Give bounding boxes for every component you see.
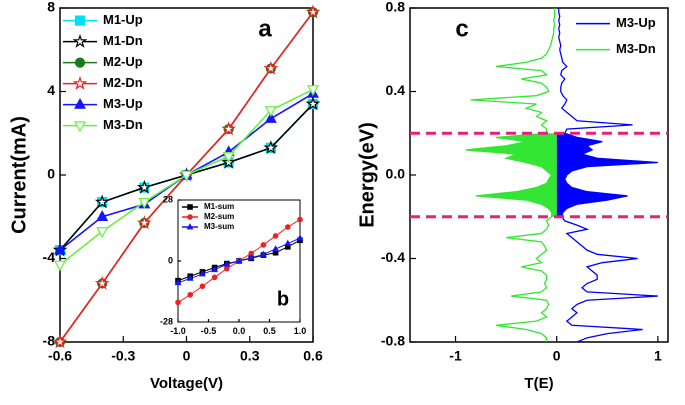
legend-label: M3-Up	[616, 15, 656, 30]
y-axis-label: Energy(eV)	[356, 122, 378, 228]
x-axis-label: T(E)	[524, 375, 553, 392]
y-tick-label: 8	[47, 0, 55, 15]
x-tick-label: 0.3	[240, 347, 260, 363]
plot-frame	[409, 7, 669, 343]
marker	[136, 179, 152, 194]
marker	[187, 204, 193, 210]
marker	[54, 260, 66, 272]
x-tick-label: 0.5	[263, 326, 276, 336]
marker	[284, 239, 292, 246]
marker	[224, 265, 230, 272]
legend-label: M1-Dn	[103, 33, 143, 48]
marker	[198, 270, 206, 277]
marker	[297, 216, 303, 223]
marker	[187, 291, 194, 298]
x-tick-label: -1	[449, 347, 462, 363]
y-tick-label: -28	[160, 316, 173, 326]
marker	[74, 15, 86, 26]
marker	[264, 111, 277, 123]
marker	[272, 233, 279, 239]
y-tick-label: -4	[43, 249, 56, 265]
marker	[221, 121, 237, 136]
x-tick-label: 1	[654, 347, 662, 363]
x-tick-label: 0.6	[303, 347, 323, 363]
marker	[247, 253, 255, 261]
legend-label: M2-Dn	[103, 75, 143, 90]
marker	[211, 265, 219, 273]
y-tick-label: 0.4	[386, 82, 406, 98]
marker	[264, 106, 277, 117]
legend-label: M3-Up	[103, 96, 143, 111]
marker	[96, 210, 109, 221]
y-tick-label: 0	[168, 255, 173, 265]
x-tick-label: 0	[553, 347, 561, 363]
marker	[72, 33, 88, 48]
marker	[54, 243, 66, 255]
marker	[138, 197, 151, 209]
marker	[175, 299, 181, 306]
y-axis-label: Current(mA)	[8, 116, 30, 234]
marker	[136, 215, 152, 230]
marker	[74, 97, 86, 109]
y-tick-label: 28	[163, 194, 173, 204]
y-tick-label: -0.8	[381, 333, 405, 349]
x-tick-label: 1.0	[294, 326, 307, 336]
panel-label: a	[258, 15, 272, 42]
marker	[94, 194, 110, 209]
marker	[96, 227, 109, 239]
y-tick-label: 0.8	[386, 0, 406, 15]
spectrum-line	[465, 8, 556, 342]
marker	[223, 260, 231, 267]
marker	[180, 170, 193, 182]
marker	[222, 152, 235, 163]
marker	[211, 274, 218, 281]
marker	[72, 75, 88, 90]
marker	[272, 245, 280, 252]
marker	[260, 242, 267, 248]
marker	[74, 121, 86, 133]
marker	[235, 257, 243, 264]
marker	[52, 334, 68, 349]
band-fill	[465, 133, 557, 217]
legend-label: M3-sum	[204, 222, 234, 231]
y-tick-label: 0	[47, 166, 55, 182]
legend-label: M2-Up	[103, 54, 143, 69]
x-axis-label: Voltage(V)	[150, 375, 223, 392]
marker	[305, 4, 321, 19]
x-tick-label: -0.5	[201, 326, 217, 336]
y-tick-label: 0.0	[386, 166, 406, 182]
marker	[74, 57, 86, 68]
x-tick-label: -1.0	[170, 326, 186, 336]
marker	[94, 275, 110, 290]
marker	[174, 278, 182, 286]
marker	[307, 85, 319, 97]
legend-label: M1-Up	[103, 12, 143, 27]
marker	[199, 283, 206, 290]
marker	[186, 223, 194, 230]
x-tick-label: -0.3	[111, 347, 135, 363]
panel-label: b	[277, 288, 289, 310]
marker	[305, 96, 321, 111]
marker	[263, 60, 279, 75]
marker	[187, 214, 193, 220]
spectrum-line	[558, 8, 658, 343]
marker	[186, 274, 194, 281]
legend-label: M2-sum	[204, 212, 234, 221]
panel-label: c	[455, 15, 468, 42]
y-tick-label: 4	[47, 82, 55, 98]
legend-label: M3-Dn	[103, 117, 143, 132]
legend-label: M1-sum	[204, 202, 234, 211]
marker	[296, 234, 304, 241]
legend-label: M3-Dn	[616, 41, 656, 56]
y-tick-label: -0.4	[381, 249, 405, 265]
x-tick-label: 0.0	[233, 326, 246, 336]
x-tick-label: 0	[183, 347, 191, 363]
marker	[284, 224, 291, 230]
marker	[263, 140, 279, 155]
x-tick-label: -0.6	[48, 347, 72, 363]
marker	[259, 250, 267, 257]
y-tick-label: -8	[43, 333, 56, 349]
